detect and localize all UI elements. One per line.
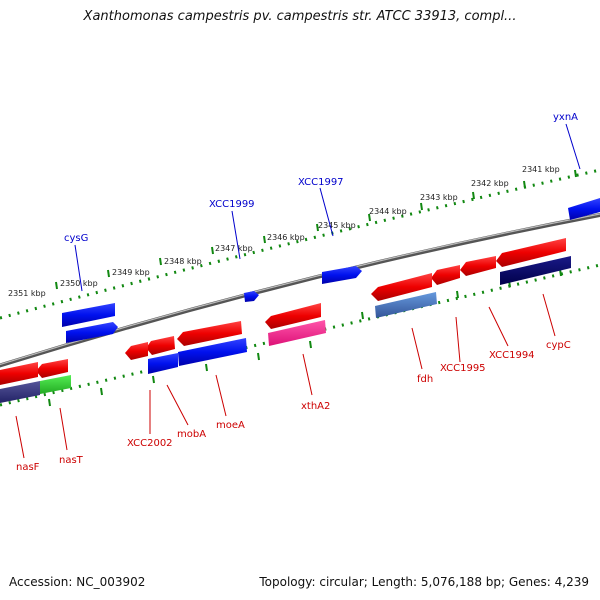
outer-ruler-major-ticks	[55, 169, 577, 290]
scale-labels: 2341 kbp 2342 kbp 2343 kbp 2344 kbp 2345…	[8, 165, 560, 298]
gene-label-XCC1997[interactable]: XCC1997	[298, 177, 344, 188]
gene-nasF-bar[interactable]	[0, 381, 40, 403]
gene-label-yxnA[interactable]: yxnA	[553, 112, 578, 123]
genome-summary-text: Topology: circular; Length: 5,076,188 bp…	[259, 575, 589, 589]
leader-XCC1999	[231, 210, 241, 260]
major-tick	[368, 213, 371, 222]
major-tick	[523, 180, 526, 189]
major-tick	[420, 202, 423, 211]
reverse-features	[0, 238, 571, 403]
major-tick	[574, 169, 577, 178]
gene-cysG-upper[interactable]	[62, 303, 115, 327]
gene-label-fdh[interactable]: fdh	[417, 374, 433, 385]
leader-cysG	[74, 244, 83, 292]
forward-features	[62, 198, 600, 343]
gene-XCC1997-arrow[interactable]	[322, 266, 362, 284]
gene-fdh-arrow[interactable]	[371, 273, 432, 301]
major-tick	[472, 191, 475, 200]
scale-label-2347: 2347 kbp	[215, 244, 253, 253]
forward-gene-labels: yxnA XCC1997 XCC1999 cysG	[64, 112, 578, 244]
scale-label-2341: 2341 kbp	[522, 165, 560, 174]
forward-leaders	[74, 123, 581, 292]
gene-XCC1995-arrow[interactable]	[431, 265, 460, 285]
leader-moeA	[215, 374, 227, 417]
scale-label-2348: 2348 kbp	[164, 257, 202, 266]
gene-moeA-arrow[interactable]	[177, 321, 242, 346]
gene-label-nasF[interactable]: nasF	[16, 462, 40, 473]
gene-cysG-arrow[interactable]	[66, 322, 118, 343]
major-tick	[205, 363, 208, 372]
gene-label-XCC1995[interactable]: XCC1995	[440, 363, 486, 374]
gene-label-moeA[interactable]: moeA	[216, 420, 245, 431]
leader-xthA2	[302, 353, 313, 396]
gene-label-cysG[interactable]: cysG	[64, 233, 88, 244]
gene-XCC1999-arrow[interactable]	[244, 291, 259, 302]
scale-label-2345: 2345 kbp	[318, 221, 356, 230]
gene-fdh-bar[interactable]	[375, 292, 437, 318]
leader-XCC1997	[319, 187, 334, 237]
scale-label-2349: 2349 kbp	[112, 268, 150, 277]
scale-label-2346: 2346 kbp	[267, 233, 305, 242]
major-tick	[48, 398, 51, 407]
gene-cypC-bar[interactable]	[500, 256, 571, 285]
major-tick	[100, 387, 103, 396]
scale-label-2350: 2350 kbp	[60, 279, 98, 288]
gene-XCC2002-arrow[interactable]	[125, 342, 148, 360]
gene-nasT-arrow[interactable]	[36, 359, 68, 378]
scale-label-2342: 2342 kbp	[471, 179, 509, 188]
major-tick	[263, 235, 266, 244]
gene-label-XCC2002[interactable]: XCC2002	[127, 438, 173, 449]
scale-label-2343: 2343 kbp	[420, 193, 458, 202]
leader-nasT	[59, 407, 68, 451]
major-tick	[361, 311, 364, 320]
outer-ruler-track	[0, 168, 600, 320]
major-tick	[211, 246, 214, 255]
leader-nasF	[15, 415, 25, 459]
scale-label-2351: 2351 kbp	[8, 289, 46, 298]
leader-fdh	[411, 327, 423, 370]
backbone-track	[0, 212, 600, 368]
gene-yxnA-arrow[interactable]	[568, 198, 600, 220]
major-tick	[55, 281, 58, 290]
gene-mobA-arrow[interactable]	[146, 336, 175, 355]
gene-label-cypC[interactable]: cypC	[546, 340, 571, 351]
gene-nasF-arrow[interactable]	[0, 362, 38, 385]
reverse-leaders	[15, 293, 556, 459]
gene-moeA-bar[interactable]	[178, 338, 247, 366]
major-tick	[107, 269, 110, 278]
major-tick	[152, 375, 155, 384]
major-tick	[456, 290, 459, 299]
gene-xthA2-arrow[interactable]	[265, 303, 321, 329]
gene-xthA2-bar[interactable]	[268, 320, 326, 346]
gene-label-XCC1994[interactable]: XCC1994	[489, 350, 535, 361]
leader-mobA	[166, 384, 189, 426]
gene-XCC1994-arrow[interactable]	[460, 256, 496, 276]
leader-XCC1995	[455, 316, 461, 363]
gene-label-mobA[interactable]: mobA	[177, 429, 206, 440]
leader-XCC1994	[488, 306, 509, 347]
map-title: Xanthomonas campestris pv. campestris st…	[83, 9, 517, 24]
leader-cypC	[542, 293, 556, 337]
major-tick	[257, 352, 260, 361]
major-tick	[309, 340, 312, 349]
gene-cypC-arrow[interactable]	[496, 238, 566, 267]
major-tick	[316, 223, 319, 232]
reverse-gene-labels: cypC XCC1994 XCC1995 fdh xthA2 moeA mobA…	[16, 340, 571, 473]
gene-label-xthA2[interactable]: xthA2	[301, 401, 330, 412]
gene-XCC2002-bar[interactable]	[148, 353, 178, 374]
scale-label-2344: 2344 kbp	[369, 207, 407, 216]
accession-text: Accession: NC_003902	[9, 575, 146, 589]
gene-nasT-bar[interactable]	[40, 375, 71, 394]
gene-label-nasT[interactable]: nasT	[59, 455, 84, 466]
gene-label-XCC1999[interactable]: XCC1999	[209, 199, 255, 210]
major-tick	[159, 257, 162, 266]
leader-yxnA	[565, 123, 581, 170]
